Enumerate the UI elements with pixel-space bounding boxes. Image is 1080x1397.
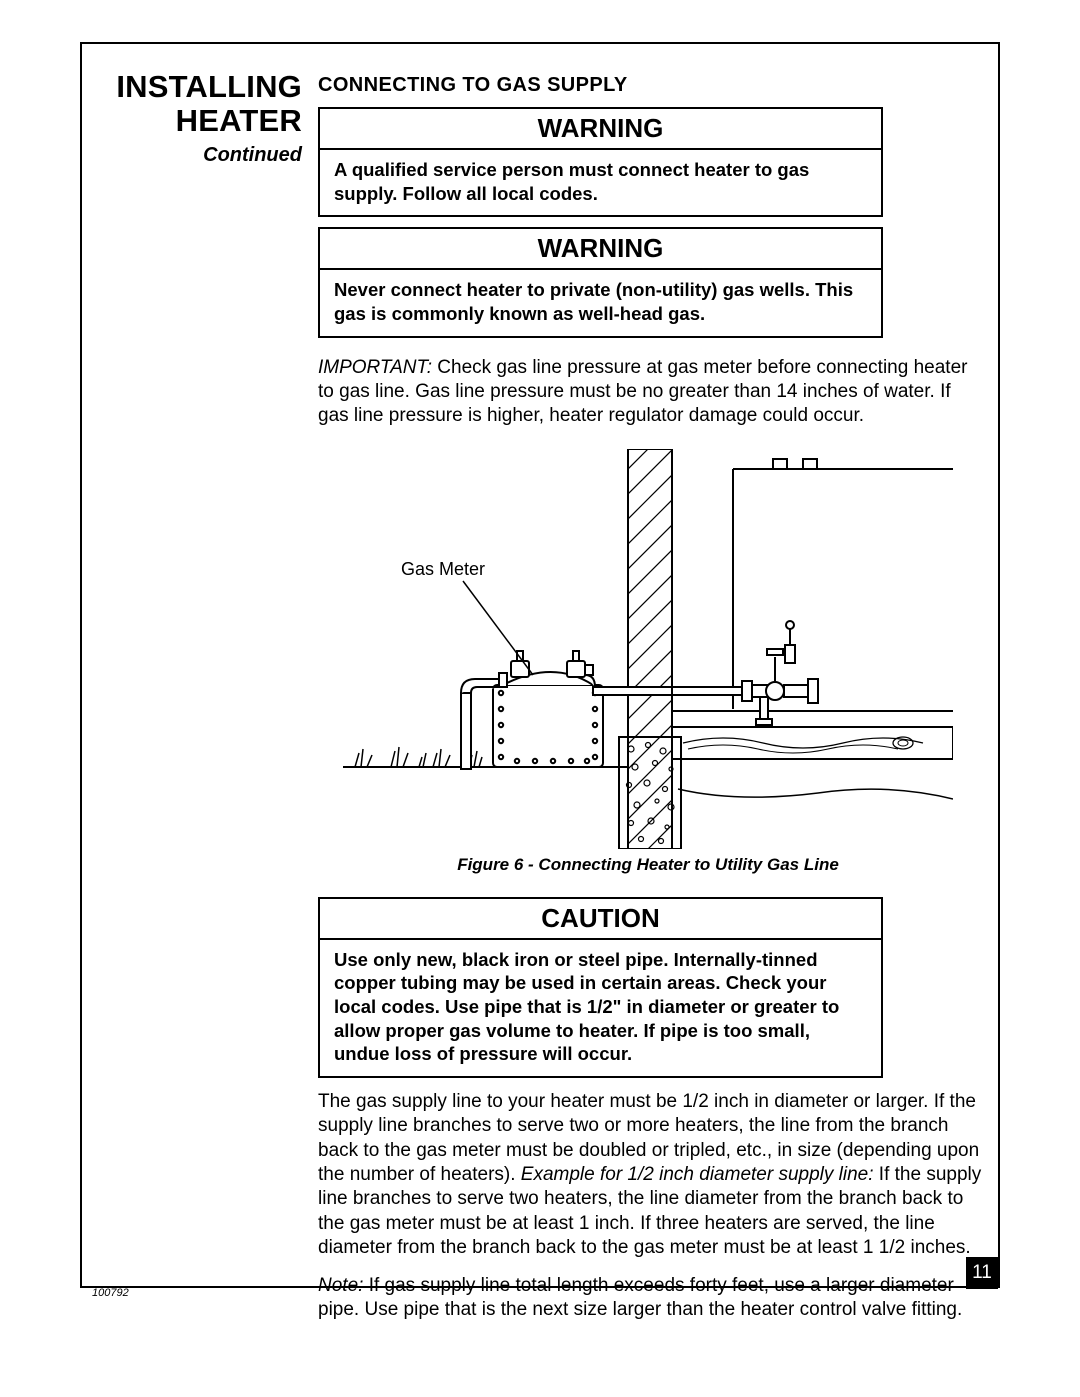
warning-box-1: WARNING A qualified service person must …: [318, 107, 883, 217]
supply-paragraph: The gas supply line to your heater must …: [318, 1090, 983, 1260]
important-label: IMPORTANT:: [318, 357, 432, 378]
figure-6-caption: Figure 6 - Connecting Heater to Utility …: [318, 855, 978, 875]
right-column: CONNECTING TO GAS SUPPLY WARNING A quali…: [318, 74, 978, 1323]
warning-2-body: Never connect heater to private (non-uti…: [320, 270, 881, 335]
example-label: Example for 1/2 inch diameter supply lin…: [521, 1164, 874, 1185]
title-line-1: INSTALLING: [116, 69, 302, 104]
note-text: If gas supply line total length exceeds …: [318, 1275, 962, 1320]
page-number: 11: [966, 1257, 998, 1289]
page-number-text: 11: [972, 1262, 992, 1284]
continued-label: Continued: [92, 144, 302, 167]
caution-title: CAUTION: [320, 899, 881, 940]
title-line-2: HEATER: [176, 103, 302, 138]
warning-2-title: WARNING: [320, 229, 881, 270]
warning-box-2: WARNING Never connect heater to private …: [318, 227, 883, 337]
figure-6-svg: Gas Meter: [343, 449, 953, 849]
subheading-connecting: CONNECTING TO GAS SUPPLY: [318, 74, 978, 97]
note-label: Note:: [318, 1275, 363, 1296]
warning-1-body: A qualified service person must connect …: [320, 150, 881, 215]
note-paragraph: Note: If gas supply line total length ex…: [318, 1274, 983, 1323]
warning-1-title: WARNING: [320, 109, 881, 150]
figure-6: Gas Meter Figure 6 - Connecting Heater t…: [318, 449, 978, 875]
left-column: INSTALLING HEATER Continued: [92, 70, 302, 167]
section-title: INSTALLING HEATER: [92, 70, 302, 138]
page: INSTALLING HEATER Continued CONNECTING T…: [0, 0, 1080, 1397]
doc-number: 100792: [92, 1287, 129, 1299]
caution-box: CAUTION Use only new, black iron or stee…: [318, 897, 883, 1078]
gas-meter-svg-label: Gas Meter: [401, 559, 485, 579]
caution-body: Use only new, black iron or steel pipe. …: [320, 940, 881, 1076]
caution-wrap: CAUTION Use only new, black iron or stee…: [318, 897, 978, 1078]
important-paragraph: IMPORTANT: Check gas line pressure at ga…: [318, 356, 983, 429]
